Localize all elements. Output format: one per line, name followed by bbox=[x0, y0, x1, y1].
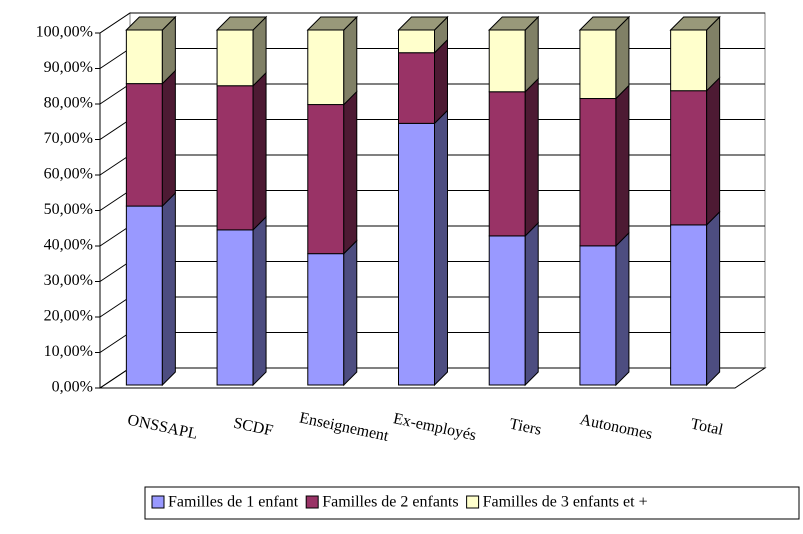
bar-segment bbox=[579, 84, 630, 248]
y-tick-label: 90,00% bbox=[44, 59, 93, 76]
bar-side bbox=[252, 71, 267, 232]
bar-front bbox=[670, 90, 708, 226]
bar-top bbox=[488, 16, 540, 31]
bar-front bbox=[216, 29, 254, 87]
bar-segment bbox=[670, 210, 721, 387]
y-tick-label: 0,00% bbox=[52, 379, 93, 396]
legend-swatch bbox=[466, 495, 480, 509]
x-tick-label: Ex-employés bbox=[392, 410, 478, 444]
legend-swatch bbox=[305, 495, 319, 509]
bar-top bbox=[578, 16, 631, 31]
bar-side bbox=[343, 90, 358, 255]
bar-front bbox=[670, 224, 708, 386]
bar-segment bbox=[578, 15, 631, 100]
bar-top bbox=[306, 16, 358, 31]
bar-segment bbox=[488, 15, 540, 93]
bar-side bbox=[706, 76, 721, 227]
legend-label: Familles de 1 enfant bbox=[168, 494, 299, 511]
bar-front bbox=[579, 245, 617, 386]
bar-segment bbox=[125, 191, 176, 387]
legend-swatch bbox=[151, 495, 165, 509]
legend-label: Familles de 3 enfants et + bbox=[483, 494, 648, 511]
bar-segment bbox=[398, 38, 448, 125]
bar-segment bbox=[488, 77, 539, 238]
x-tick-label: Tiers bbox=[508, 416, 543, 439]
legend-label: Familles de 2 enfants bbox=[322, 494, 458, 511]
y-tick-label: 70,00% bbox=[44, 130, 93, 147]
y-tick-label: 40,00% bbox=[44, 237, 93, 254]
bar-side bbox=[161, 191, 176, 387]
bar-front bbox=[670, 29, 708, 92]
bar-front bbox=[216, 229, 254, 386]
bar-side bbox=[343, 15, 358, 106]
y-tick-label: 50,00% bbox=[44, 201, 93, 218]
grid-line bbox=[99, 12, 765, 34]
x-tick-label: Autonomes bbox=[578, 411, 654, 443]
bar-front bbox=[307, 253, 345, 386]
bar-side bbox=[434, 109, 448, 387]
bar-front bbox=[488, 29, 526, 93]
bar-front bbox=[488, 235, 526, 386]
x-tick-label: Total bbox=[689, 415, 725, 439]
bar-side bbox=[161, 69, 176, 208]
bar-segment bbox=[669, 15, 721, 92]
y-tick-label: 30,00% bbox=[44, 272, 93, 289]
bar-segment bbox=[670, 76, 721, 227]
bar-side bbox=[524, 221, 539, 387]
bar-front bbox=[307, 29, 345, 106]
bar-segment bbox=[216, 215, 267, 387]
bar-side bbox=[706, 210, 721, 387]
bar-segment bbox=[306, 15, 358, 106]
bar-segment bbox=[488, 221, 539, 387]
bar-front bbox=[579, 98, 617, 247]
bar-side bbox=[615, 15, 630, 100]
bar-top bbox=[215, 16, 268, 31]
bar-top bbox=[125, 16, 177, 31]
y-tick-label: 100,00% bbox=[36, 24, 93, 41]
bar-top bbox=[669, 16, 721, 31]
bar-side bbox=[615, 231, 630, 387]
bar-top bbox=[397, 16, 449, 31]
bar-segment bbox=[579, 231, 630, 387]
y-tick-label: 80,00% bbox=[44, 95, 93, 112]
bar-segment bbox=[397, 15, 449, 54]
bar-side bbox=[252, 215, 267, 387]
legend: Familles de 1 enfant Familles de 2 enfant… bbox=[144, 486, 800, 520]
bar-front bbox=[398, 52, 435, 124]
bar-front bbox=[398, 29, 435, 54]
bar-side bbox=[524, 77, 539, 238]
bar-front bbox=[398, 122, 435, 386]
bar-segment bbox=[307, 90, 358, 255]
bar-segment bbox=[215, 15, 268, 87]
bar-front bbox=[216, 85, 254, 231]
bar-side bbox=[434, 38, 448, 125]
bar-segment bbox=[125, 69, 176, 208]
y-tick-label: 10,00% bbox=[44, 343, 93, 360]
bar-segment bbox=[216, 71, 267, 232]
bar-side bbox=[615, 84, 630, 248]
bar-segment bbox=[307, 239, 358, 387]
bar-front bbox=[125, 83, 163, 207]
bar-front bbox=[579, 29, 617, 100]
x-tick-label: Enseignement bbox=[298, 409, 391, 445]
bar-segment bbox=[125, 15, 177, 85]
x-tick-label: SCDF bbox=[232, 415, 275, 440]
bar-front bbox=[307, 104, 345, 255]
bar-front bbox=[125, 29, 163, 85]
bar-side bbox=[343, 239, 358, 387]
y-tick-label: 60,00% bbox=[44, 166, 93, 183]
bar-front bbox=[488, 91, 526, 237]
bar-segment bbox=[398, 109, 448, 387]
x-tick-label: ONSSAPL bbox=[126, 411, 199, 442]
bar-front bbox=[125, 205, 163, 386]
y-tick-label: 20,00% bbox=[44, 308, 93, 325]
